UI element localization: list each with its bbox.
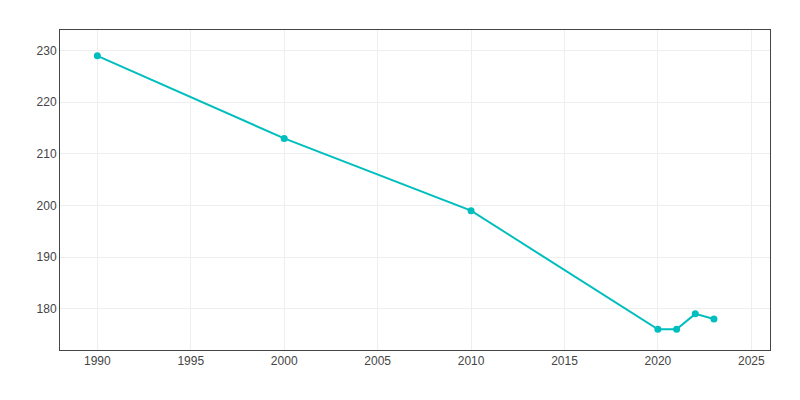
svg-text:210: 210 [37,147,57,161]
svg-text:2000: 2000 [271,354,298,368]
svg-text:220: 220 [37,95,57,109]
svg-text:230: 230 [37,44,57,58]
svg-text:2005: 2005 [364,354,391,368]
svg-text:1995: 1995 [177,354,204,368]
svg-text:2015: 2015 [551,354,578,368]
svg-text:2025: 2025 [738,354,765,368]
svg-text:2020: 2020 [645,354,672,368]
svg-text:180: 180 [37,302,57,316]
svg-text:190: 190 [37,250,57,264]
svg-text:2010: 2010 [458,354,485,368]
svg-text:200: 200 [37,199,57,213]
svg-text:1990: 1990 [84,354,111,368]
